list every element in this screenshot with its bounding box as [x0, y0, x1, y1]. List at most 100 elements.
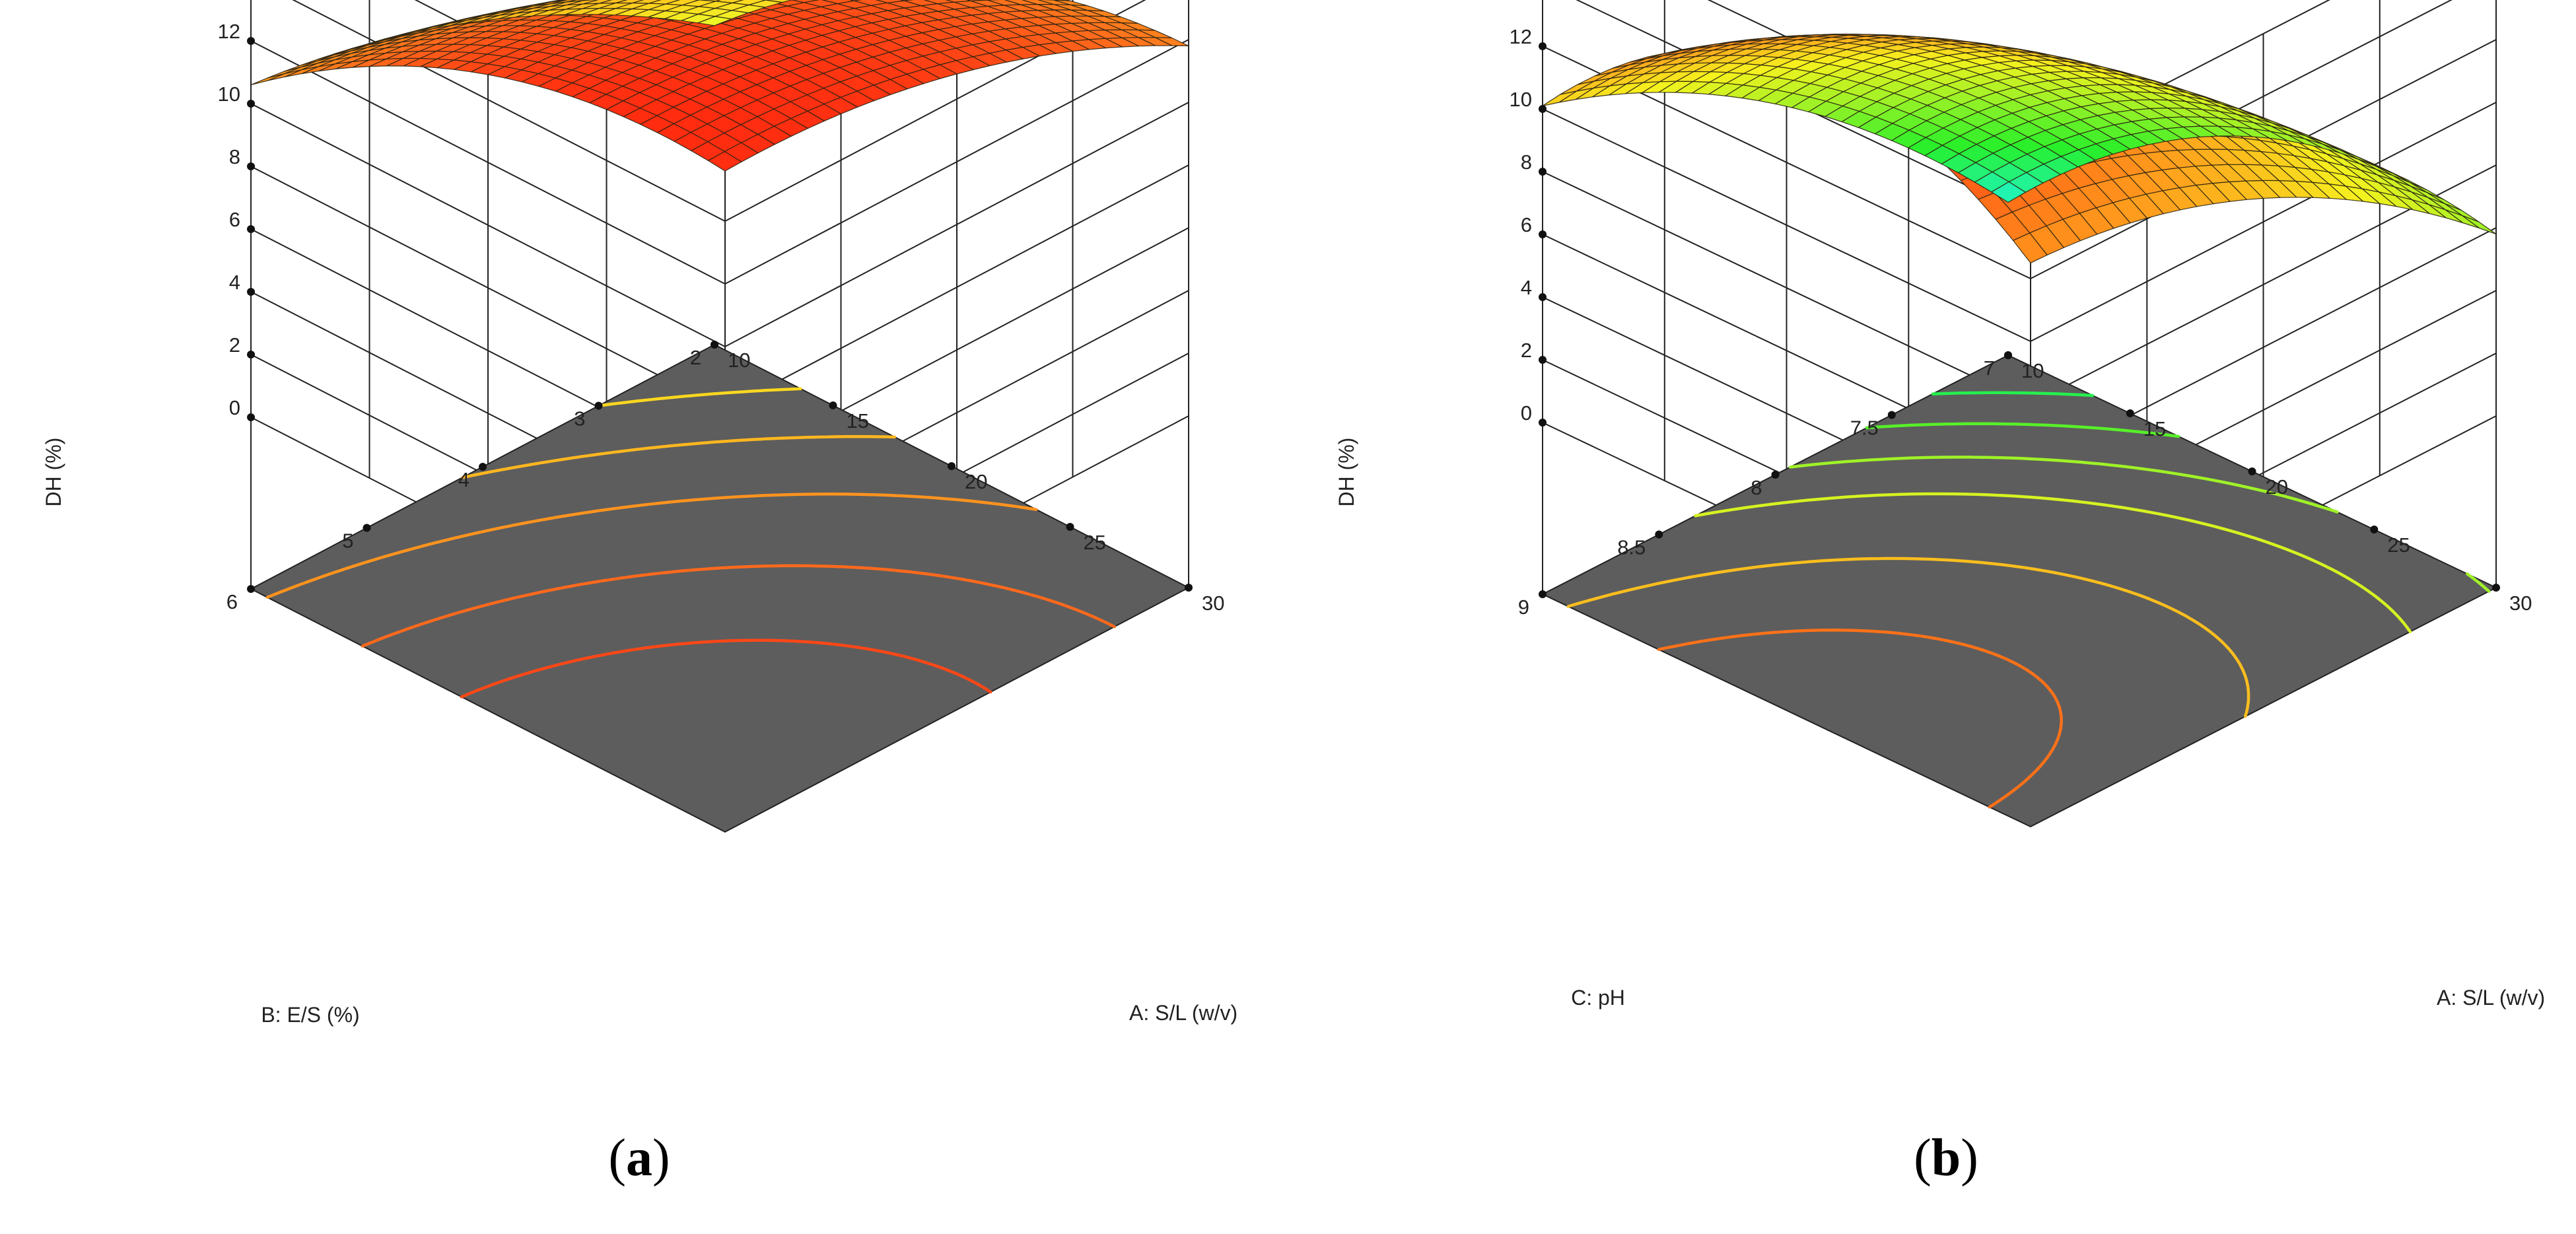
surface-cell: [875, 0, 905, 3]
contour-line: [460, 638, 992, 699]
y-axis: 2 3 4 5 6 B: E/S (%): [226, 341, 718, 1027]
x-tick-label: 15: [847, 409, 869, 432]
wall-horizontal-line: [2030, 102, 2497, 342]
surface-cell: [987, 0, 1022, 6]
y-axis: 7 7.5 8 8.5 9 C: pH: [1518, 351, 2012, 1010]
contour-line: [265, 493, 1038, 599]
y-tick-label: 5: [342, 530, 353, 553]
x-tick-dot: [1185, 584, 1193, 592]
contour-line: [1694, 492, 2412, 634]
surface-cell: [2462, 215, 2497, 235]
z-axis-title: DH (%): [1335, 438, 1358, 507]
z-tick-dot: [247, 288, 255, 296]
y-tick-dot: [1655, 530, 1663, 539]
y-tick-dot: [2004, 351, 2012, 359]
panel-b-caption: (b): [1914, 1129, 1978, 1187]
surface-cell: [945, 0, 971, 3]
response-surface: [250, 0, 1189, 172]
z-tick-label: 8: [229, 145, 240, 168]
panel-a-caption: (a): [608, 1129, 670, 1187]
y-axis-title: C: pH: [1571, 986, 1625, 1010]
y-tick-dot: [1771, 471, 1780, 479]
contour-line: [1566, 557, 2250, 718]
x-axis: 10 15 20 25 30 A: S/L (w/v): [711, 341, 1237, 1025]
x-tick-dot: [948, 462, 956, 470]
x-tick-dot: [2248, 467, 2256, 475]
z-tick-dot: [1539, 230, 1547, 238]
y-tick-dot: [247, 585, 255, 593]
y-axis-title: B: E/S (%): [261, 1003, 359, 1027]
z-tick-dot: [1539, 105, 1547, 113]
z-axis: 0246810121416DH (%): [1335, 25, 1547, 507]
x-tick-label: 15: [2143, 417, 2166, 440]
z-tick-dot: [247, 37, 255, 45]
x-axis-title: A: S/L (w/v): [2437, 986, 2545, 1010]
z-tick-label: 12: [218, 20, 240, 43]
z-tick-dot: [1539, 168, 1547, 176]
x-tick-dot: [1066, 523, 1074, 531]
z-tick-label: 2: [1521, 339, 1532, 362]
surface-cell: [821, 0, 854, 5]
y-tick-label: 9: [1518, 596, 1529, 619]
wall-horizontal-line: [724, 102, 1189, 347]
x-tick-label: 25: [1084, 531, 1106, 554]
z-axis: 0246810121416DH (%): [42, 20, 255, 507]
y-tick-label: 6: [226, 590, 238, 613]
z-tick-label: 4: [1521, 276, 1532, 299]
x-tick-label: 30: [1202, 592, 1224, 615]
y-tick-label: 8: [1751, 476, 1762, 499]
x-tick-label: 30: [2509, 592, 2532, 615]
z-tick-label: 12: [1510, 25, 1532, 48]
wall-horizontal-line: [724, 164, 1189, 410]
y-tick-dot: [479, 463, 487, 471]
z-tick-label: 6: [229, 208, 240, 231]
z-axis-title: DH (%): [42, 438, 65, 507]
y-tick-label: 7.5: [1850, 417, 1879, 440]
z-tick-label: 8: [1521, 151, 1532, 174]
z-tick-label: 4: [229, 271, 240, 294]
x-tick-dot: [2370, 526, 2379, 533]
x-tick-label: 20: [965, 470, 987, 493]
y-tick-label: 2: [690, 346, 701, 369]
surface-cell: [1052, 0, 1070, 1]
z-tick-dot: [1539, 419, 1547, 427]
surface-cell: [1004, 0, 1038, 5]
wall-horizontal-line: [250, 40, 726, 285]
y-tick-dot: [1539, 590, 1547, 598]
floor-plane: [1541, 354, 2498, 828]
wall-horizontal-line: [250, 103, 726, 347]
z-tick-label: 0: [1521, 401, 1532, 425]
z-tick-dot: [247, 351, 255, 359]
wall-horizontal-line: [292, 0, 726, 222]
surface-cell: [1037, 0, 1071, 5]
x-tick-dot: [2492, 584, 2500, 592]
x-axis: 10 15 20 25 30 A: S/L (w/v): [2004, 351, 2545, 1010]
surface-cell: [966, 0, 988, 1]
x-tick-label: 10: [2021, 359, 2044, 382]
surface-cell: [854, 0, 888, 6]
wall-horizontal-line: [1542, 171, 2031, 405]
contour-line: [1657, 629, 2063, 809]
contour-line: [460, 435, 897, 479]
y-tick-label: 4: [458, 468, 470, 491]
x-tick-dot: [829, 401, 837, 409]
response-surface: [1542, 34, 2497, 264]
z-tick-dot: [1539, 293, 1547, 301]
y-tick-label: 8.5: [1617, 536, 1646, 559]
x-tick-label: 25: [2387, 533, 2410, 557]
floor-plane: [249, 343, 1191, 833]
z-tick-label: 2: [229, 333, 240, 357]
x-tick-dot: [2126, 409, 2134, 417]
y-tick-dot: [363, 524, 371, 532]
surface-cell: [900, 0, 914, 1]
floor-surface: [249, 343, 1191, 833]
z-tick-dot: [247, 413, 255, 421]
x-tick-label: 10: [728, 349, 750, 372]
z-tick-dot: [247, 162, 255, 170]
y-tick-dot: [1887, 411, 1896, 419]
y-tick-label: 7: [1984, 357, 1995, 380]
z-tick-dot: [247, 225, 255, 233]
